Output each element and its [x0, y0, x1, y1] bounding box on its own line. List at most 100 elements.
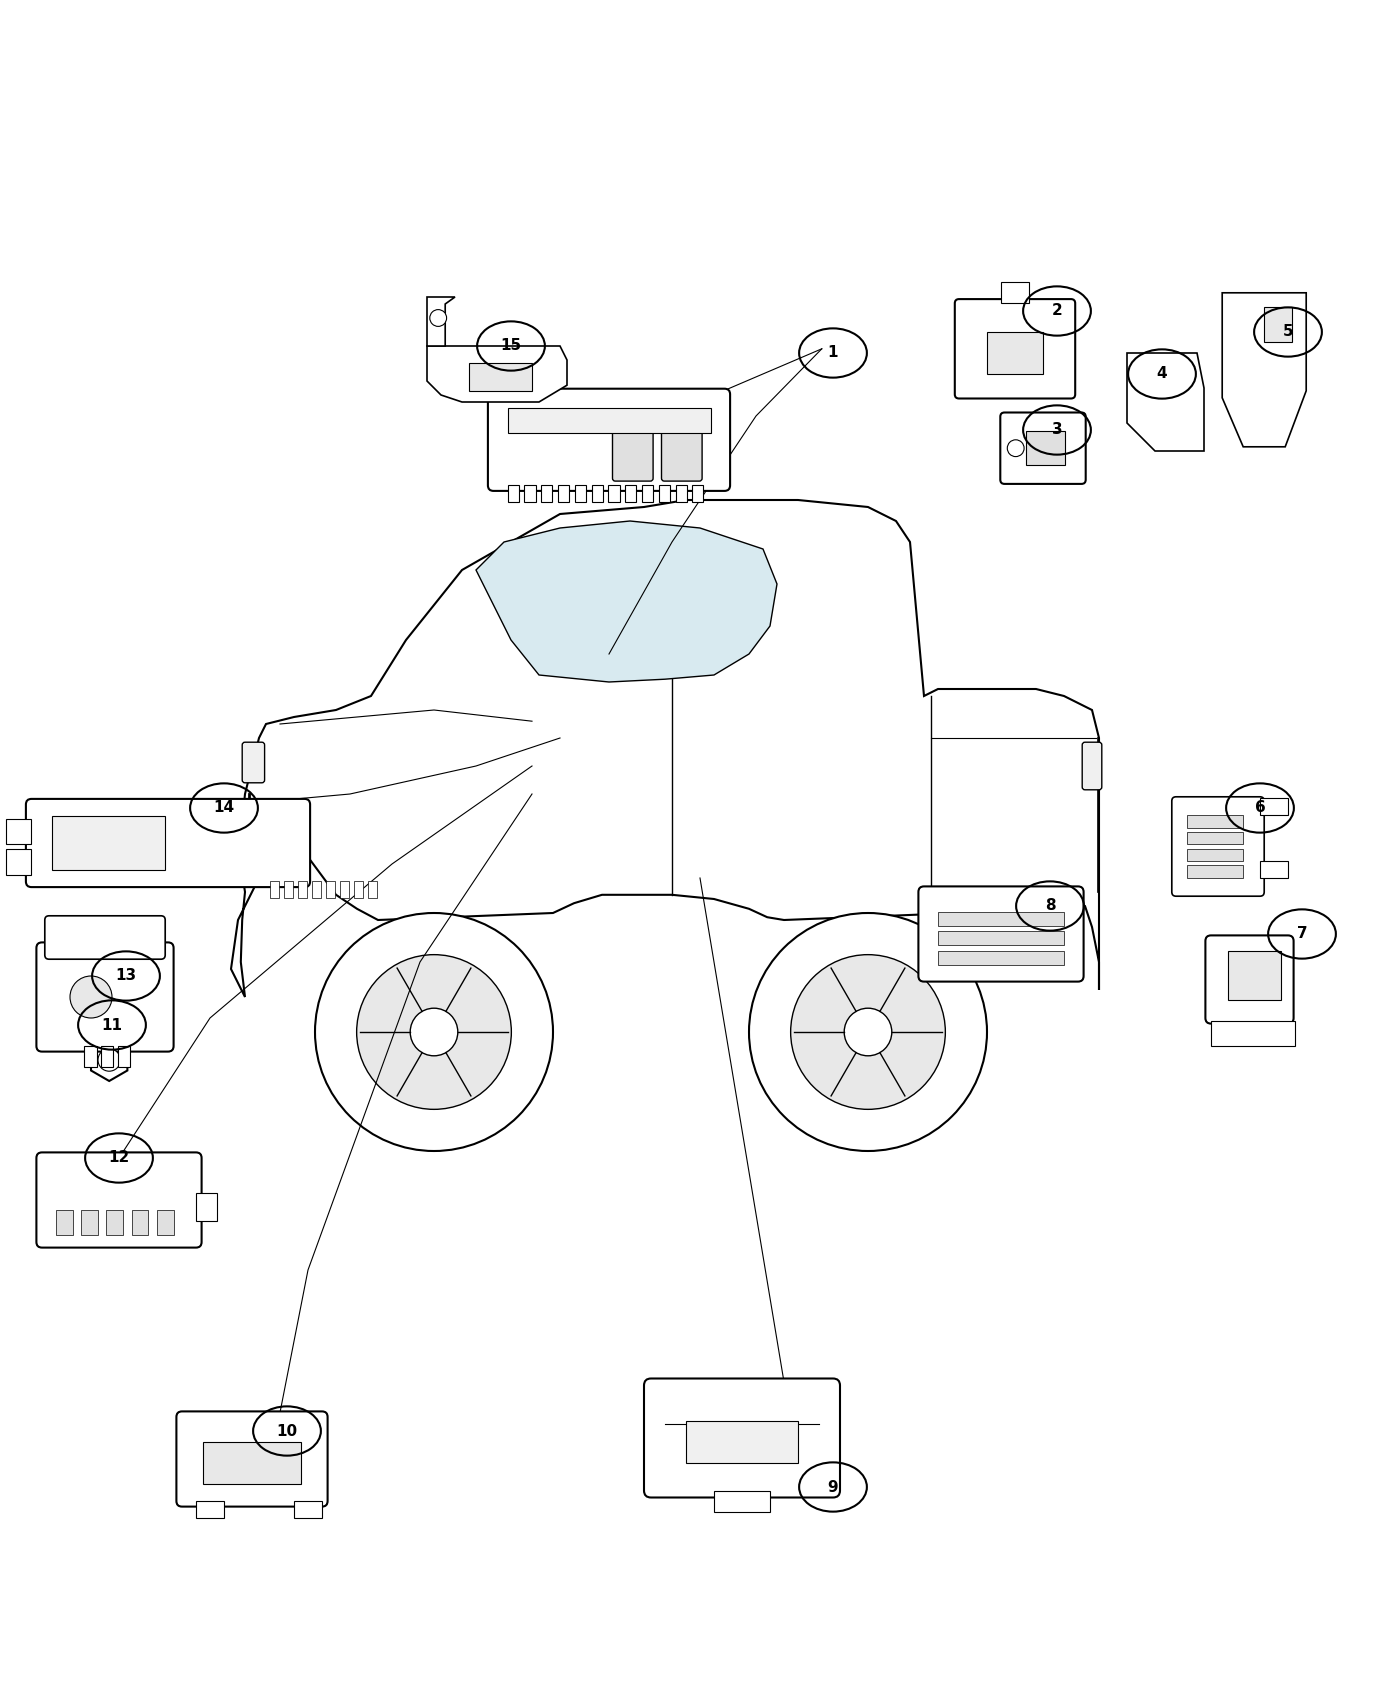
Polygon shape — [1264, 306, 1292, 342]
FancyBboxPatch shape — [36, 1153, 202, 1248]
FancyBboxPatch shape — [36, 942, 174, 1052]
Bar — [325, 882, 336, 898]
Bar — [1260, 799, 1288, 814]
FancyBboxPatch shape — [25, 799, 311, 887]
Bar — [591, 484, 603, 501]
Bar — [81, 1210, 98, 1234]
Bar — [1260, 862, 1288, 877]
Circle shape — [791, 955, 945, 1110]
Bar — [608, 484, 619, 501]
Bar — [353, 882, 364, 898]
FancyBboxPatch shape — [1082, 743, 1102, 790]
FancyBboxPatch shape — [955, 299, 1075, 398]
Bar — [294, 1501, 322, 1518]
Bar — [196, 1501, 224, 1518]
Polygon shape — [427, 347, 567, 401]
Circle shape — [357, 955, 511, 1110]
FancyBboxPatch shape — [487, 389, 731, 491]
Bar — [714, 1491, 770, 1511]
FancyBboxPatch shape — [1000, 413, 1086, 484]
FancyBboxPatch shape — [661, 427, 701, 481]
Circle shape — [749, 913, 987, 1151]
Bar — [311, 882, 322, 898]
Circle shape — [410, 1008, 458, 1056]
Bar — [507, 484, 519, 501]
Text: 10: 10 — [276, 1423, 298, 1438]
Bar — [1187, 814, 1243, 828]
Bar — [1026, 432, 1065, 466]
Bar — [157, 1210, 174, 1234]
Circle shape — [70, 976, 112, 1018]
Bar — [507, 408, 711, 434]
Bar — [6, 818, 31, 843]
Circle shape — [98, 1049, 120, 1071]
Polygon shape — [231, 500, 1099, 996]
Bar — [574, 484, 585, 501]
Bar — [84, 1046, 97, 1068]
Bar — [469, 362, 532, 391]
Bar — [692, 484, 703, 501]
Text: 15: 15 — [500, 338, 522, 354]
Text: 7: 7 — [1296, 927, 1308, 942]
Bar — [339, 882, 350, 898]
FancyBboxPatch shape — [45, 916, 165, 959]
Text: 12: 12 — [108, 1151, 130, 1166]
Text: 6: 6 — [1254, 801, 1266, 816]
Bar — [56, 1210, 73, 1234]
Text: 8: 8 — [1044, 899, 1056, 913]
Text: 11: 11 — [101, 1018, 123, 1032]
Bar — [641, 484, 652, 501]
Bar — [557, 484, 568, 501]
Polygon shape — [91, 1039, 127, 1081]
Bar — [106, 1210, 123, 1234]
Bar — [624, 484, 637, 501]
Bar — [686, 1421, 798, 1464]
Bar — [524, 484, 535, 501]
Text: 9: 9 — [827, 1479, 839, 1494]
Bar — [118, 1046, 130, 1068]
Bar — [938, 911, 1064, 925]
FancyBboxPatch shape — [644, 1379, 840, 1498]
Polygon shape — [1127, 354, 1204, 450]
Bar — [1001, 282, 1029, 303]
Bar — [938, 950, 1064, 966]
FancyBboxPatch shape — [1172, 797, 1264, 896]
Bar — [132, 1210, 148, 1234]
Text: 1: 1 — [827, 345, 839, 360]
Bar — [1211, 1020, 1295, 1046]
Text: 5: 5 — [1282, 325, 1294, 340]
FancyBboxPatch shape — [612, 427, 652, 481]
Bar — [52, 816, 165, 870]
Circle shape — [1008, 440, 1025, 457]
Bar — [283, 882, 294, 898]
Circle shape — [844, 1008, 892, 1056]
Bar — [101, 1046, 113, 1068]
Circle shape — [430, 309, 447, 326]
Bar — [675, 484, 687, 501]
Bar — [987, 332, 1043, 374]
Bar — [367, 882, 378, 898]
Polygon shape — [476, 520, 777, 682]
FancyBboxPatch shape — [242, 743, 265, 782]
Bar — [203, 1442, 301, 1484]
Text: 13: 13 — [115, 969, 137, 984]
Bar — [6, 850, 31, 874]
Circle shape — [315, 913, 553, 1151]
Text: 2: 2 — [1051, 304, 1063, 318]
Polygon shape — [1222, 292, 1306, 447]
FancyBboxPatch shape — [918, 886, 1084, 981]
Bar — [196, 1193, 217, 1221]
Bar — [1187, 831, 1243, 845]
Bar — [297, 882, 308, 898]
FancyBboxPatch shape — [176, 1411, 328, 1506]
Bar — [658, 484, 669, 501]
Bar — [938, 932, 1064, 945]
Text: 14: 14 — [213, 801, 235, 816]
Bar — [540, 484, 553, 501]
Bar — [269, 882, 280, 898]
Text: 3: 3 — [1051, 423, 1063, 437]
Polygon shape — [427, 298, 455, 347]
Text: 4: 4 — [1156, 367, 1168, 381]
Bar — [1187, 848, 1243, 862]
Bar — [1228, 950, 1281, 1000]
